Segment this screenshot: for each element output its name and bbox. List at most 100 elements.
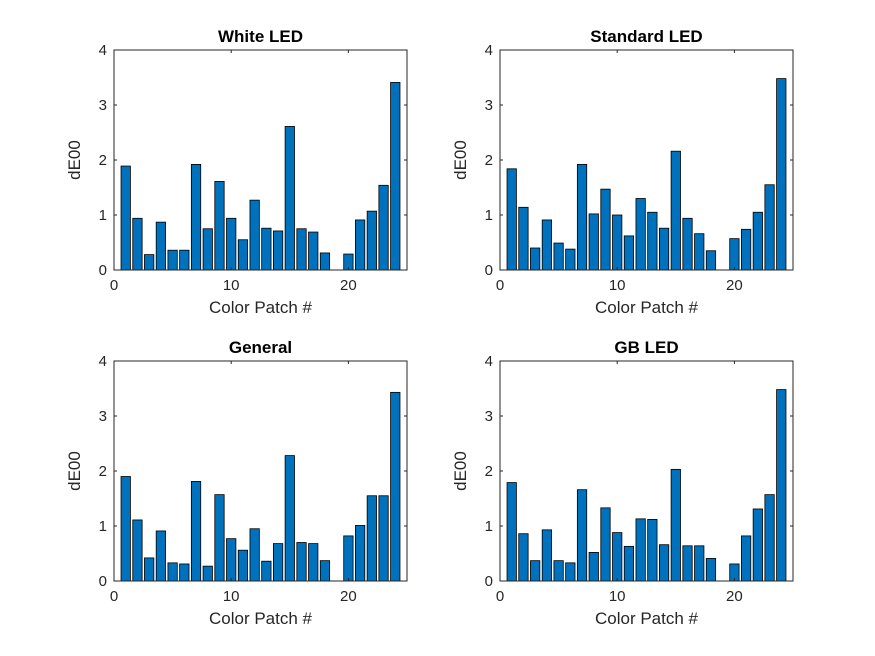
y-tick-label: 3 [485, 97, 493, 114]
bar-patch-2 [132, 217, 143, 271]
y-tick-label: 3 [99, 97, 107, 114]
y-tick-label: 2 [485, 152, 493, 169]
y-tick-label: 0 [485, 262, 493, 279]
bar-patch-12 [249, 199, 260, 271]
y-axis-label: dE00 [451, 140, 470, 180]
x-tick-label: 10 [223, 588, 240, 605]
bar-patch-22 [752, 211, 763, 271]
bar-patch-3 [530, 247, 541, 271]
y-tick-label: 1 [99, 207, 107, 224]
bar-patch-5 [167, 249, 178, 271]
bar-patch-6 [565, 248, 576, 271]
bar-patch-2 [518, 533, 529, 582]
bar-patch-17 [308, 543, 319, 582]
y-tick-label: 1 [485, 518, 493, 535]
bar-patch-14 [658, 544, 670, 582]
bar-patch-13 [647, 519, 658, 582]
bar-patch-22 [366, 210, 377, 271]
y-tick-label: 2 [99, 152, 107, 169]
bar-patch-21 [355, 525, 366, 582]
x-tick-label: 20 [340, 588, 357, 605]
x-tick-label: 10 [223, 277, 240, 294]
bar-patch-24 [390, 82, 401, 271]
bar-patch-18 [705, 558, 717, 582]
y-tick-label: 1 [485, 207, 493, 224]
bar-patch-1 [120, 476, 131, 582]
bar-patch-10 [612, 214, 623, 271]
chart-title: White LED [218, 27, 303, 46]
bar-patch-15 [284, 126, 295, 271]
bar-patch-23 [378, 184, 389, 271]
bar-patch-15 [670, 150, 681, 271]
x-tick-label: 20 [340, 277, 357, 294]
bar-patch-1 [120, 165, 131, 271]
bar-patch-20 [729, 238, 740, 271]
bar-patch-13 [647, 211, 658, 271]
bar-patch-6 [565, 562, 576, 582]
bar-patch-23 [764, 494, 775, 582]
y-tick-label: 0 [99, 262, 107, 279]
y-tick-label: 4 [485, 42, 493, 59]
bar-patch-2 [132, 519, 143, 582]
bar-patch-21 [741, 535, 752, 582]
bar-patch-8 [202, 228, 213, 271]
bar-patch-9 [600, 188, 611, 271]
bar-patch-3 [144, 254, 155, 271]
bar-patch-15 [284, 455, 295, 582]
y-tick-label: 4 [485, 353, 493, 370]
bar-patch-16 [296, 228, 307, 271]
bar-patch-24 [776, 78, 787, 271]
bar-patch-5 [167, 562, 178, 582]
x-axis-label: Color Patch # [595, 609, 699, 628]
chart-2: 0 1 2 3 4 0 10 20 Standard LED Color Patch # dE00 [451, 27, 794, 317]
bar-patch-5 [553, 560, 564, 582]
y-axis-label: dE00 [65, 451, 84, 491]
bar-patch-7 [190, 481, 202, 582]
x-tick-label: 20 [726, 277, 743, 294]
bar-patch-9 [214, 181, 225, 271]
bar-patch-7 [576, 489, 588, 582]
bar-patch-22 [366, 495, 377, 582]
bar-patch-18 [705, 250, 717, 271]
bar-patch-3 [144, 557, 155, 582]
bar-patch-24 [390, 391, 401, 582]
bar-patch-21 [741, 228, 752, 271]
bar-patch-4 [155, 530, 166, 582]
bar-patch-10 [226, 217, 237, 271]
bar-patch-16 [682, 545, 693, 582]
bar-patch-9 [214, 494, 225, 582]
x-axis-label: Color Patch # [209, 298, 313, 317]
y-tick-label: 2 [99, 463, 107, 480]
y-tick-label: 3 [99, 408, 107, 425]
bar-patch-13 [261, 560, 272, 582]
bar-patch-1 [506, 482, 517, 582]
bar-patch-16 [682, 217, 693, 271]
bar-patch-12 [635, 518, 646, 582]
bar-patch-23 [378, 495, 389, 582]
chart-title: GB LED [614, 338, 678, 357]
bar-patch-17 [308, 231, 319, 271]
bar-patch-9 [600, 507, 611, 582]
bar-patch-8 [588, 213, 599, 271]
bar-patch-6 [179, 249, 190, 271]
y-tick-label: 0 [485, 573, 493, 590]
bar-patch-4 [155, 221, 166, 271]
y-tick-label: 2 [485, 463, 493, 480]
bar-patch-12 [635, 198, 646, 271]
chart-3: 0 1 2 3 4 0 10 20 General Color Patch # dE00 [65, 338, 408, 628]
bar-patch-11 [237, 239, 249, 271]
bar-patch-18 [319, 560, 331, 582]
bar-patch-24 [776, 389, 787, 582]
chart-4: 0 1 2 3 4 0 10 20 GB LED Color Patch # dE00 [451, 338, 794, 628]
bar-patch-1 [506, 168, 517, 271]
bar-patch-17 [694, 233, 705, 271]
bar-patch-13 [261, 227, 272, 271]
bar-patch-11 [237, 549, 249, 582]
bar-patch-16 [296, 542, 307, 582]
bar-patch-4 [541, 219, 552, 271]
bar-patch-11 [623, 545, 635, 582]
bar-patch-20 [343, 535, 354, 582]
bar-patch-3 [530, 560, 541, 582]
bar-patch-14 [272, 543, 284, 582]
y-tick-label: 3 [485, 408, 493, 425]
